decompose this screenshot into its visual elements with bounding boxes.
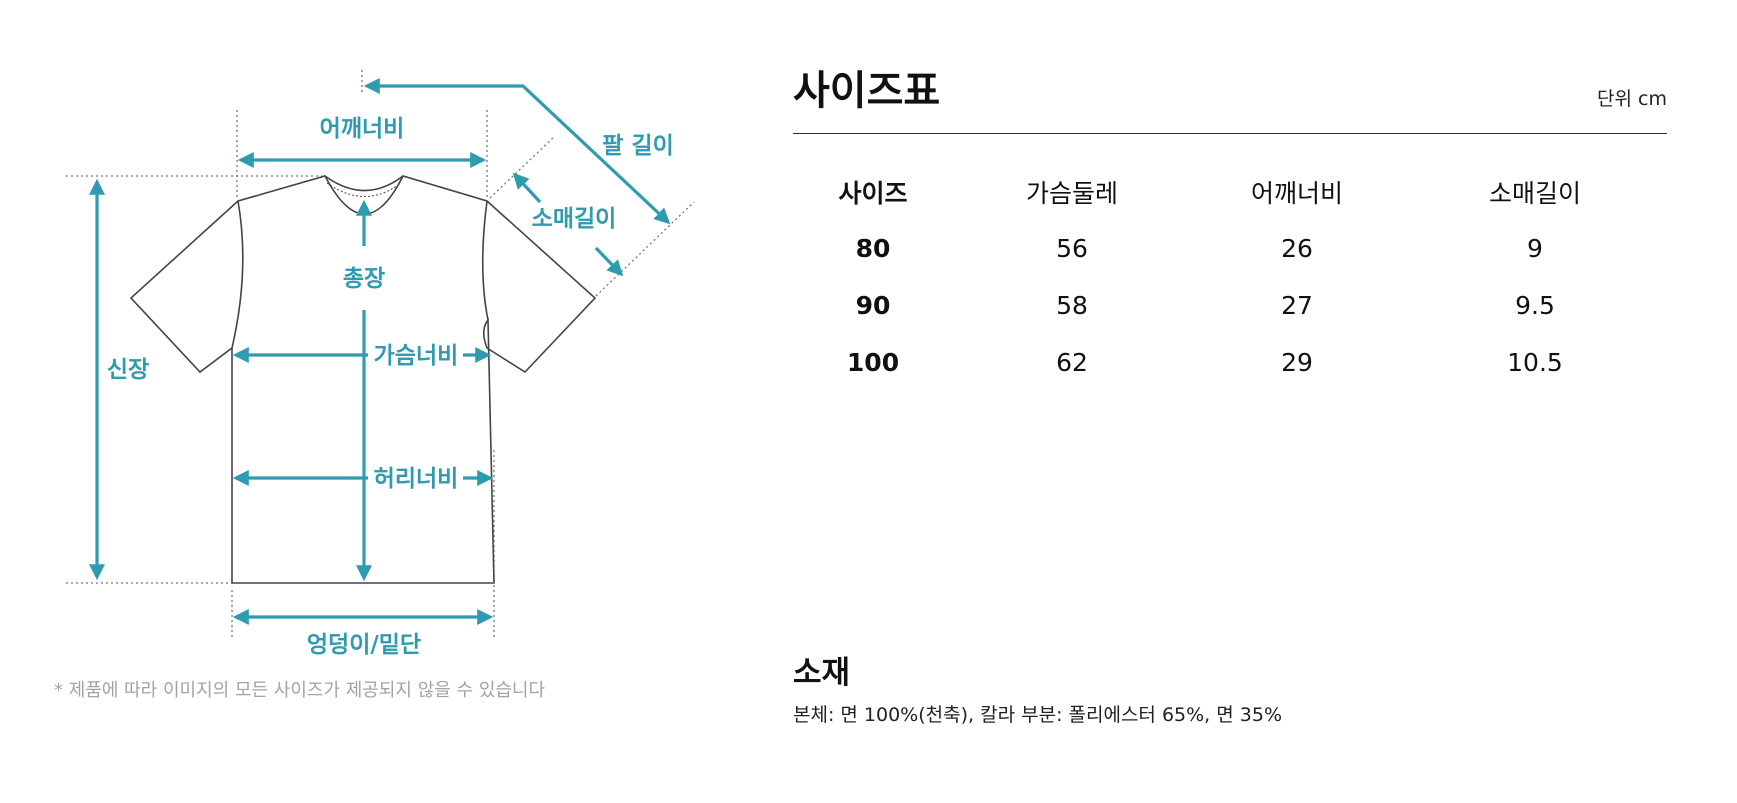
hem-label: 엉덩이/밑단 (307, 632, 421, 658)
column-header-chest: 가슴둘레 (1025, 178, 1118, 208)
material-description: 본체: 면 100%(천축), 칼라 부분: 폴리에스터 65%, 면 35% (793, 704, 1283, 726)
height-label: 신장 (107, 357, 149, 383)
unit-label: 단위 cm (1597, 88, 1667, 110)
cell-size: 90 (855, 291, 891, 320)
size-table: 사이즈 가슴둘레 어깨너비 소매길이 80 56 26 9 90 58 27 9… (793, 163, 1667, 391)
cell-sleeve: 9 (1527, 234, 1543, 263)
diagram-footnote: * 제품에 따라 이미지의 모든 사이즈가 제공되지 않을 수 있습니다 (54, 680, 546, 701)
cell-chest: 58 (1056, 291, 1088, 320)
arm-length-arrow (363, 78, 671, 225)
column-header-size: 사이즈 (838, 178, 908, 208)
cell-size: 100 (846, 348, 900, 377)
table-row: 100 62 29 10.5 (793, 334, 1667, 391)
sleeve-arrow-top (512, 172, 542, 204)
material-title: 소재 (793, 655, 851, 691)
chest-label: 가슴너비 (374, 343, 459, 369)
total-length-label: 총장 (343, 266, 385, 292)
column-header-shoulder: 어깨너비 (1250, 178, 1343, 208)
cell-shoulder: 26 (1281, 234, 1313, 263)
cell-sleeve: 9.5 (1515, 291, 1555, 320)
cell-chest: 56 (1056, 234, 1088, 263)
size-chart-title: 사이즈표 (793, 68, 941, 114)
sleeve-arrow-bottom (594, 246, 624, 277)
column-header-sleeve: 소매길이 (1488, 178, 1581, 208)
sleeve-label: 소매길이 (532, 206, 617, 232)
tshirt-measurement-diagram: 어깨너비 팔 길이 소매길이 총장 신장 가슴너비 허리너비 엉덩이/밑단 (66, 70, 695, 658)
shoulder-label: 어깨너비 (320, 116, 405, 142)
waist-label: 허리너비 (374, 466, 459, 492)
table-header-row: 사이즈 가슴둘레 어깨너비 소매길이 (793, 163, 1667, 220)
cell-size: 80 (855, 234, 891, 263)
cell-chest: 62 (1056, 348, 1088, 377)
table-row: 90 58 27 9.5 (793, 277, 1667, 334)
cell-sleeve: 10.5 (1507, 348, 1563, 377)
cell-shoulder: 27 (1281, 291, 1313, 320)
table-row: 80 56 26 9 (793, 220, 1667, 277)
title-divider (793, 133, 1667, 134)
measurement-arrows (89, 78, 671, 625)
cell-shoulder: 29 (1281, 348, 1313, 377)
arm-length-label: 팔 길이 (602, 133, 674, 159)
